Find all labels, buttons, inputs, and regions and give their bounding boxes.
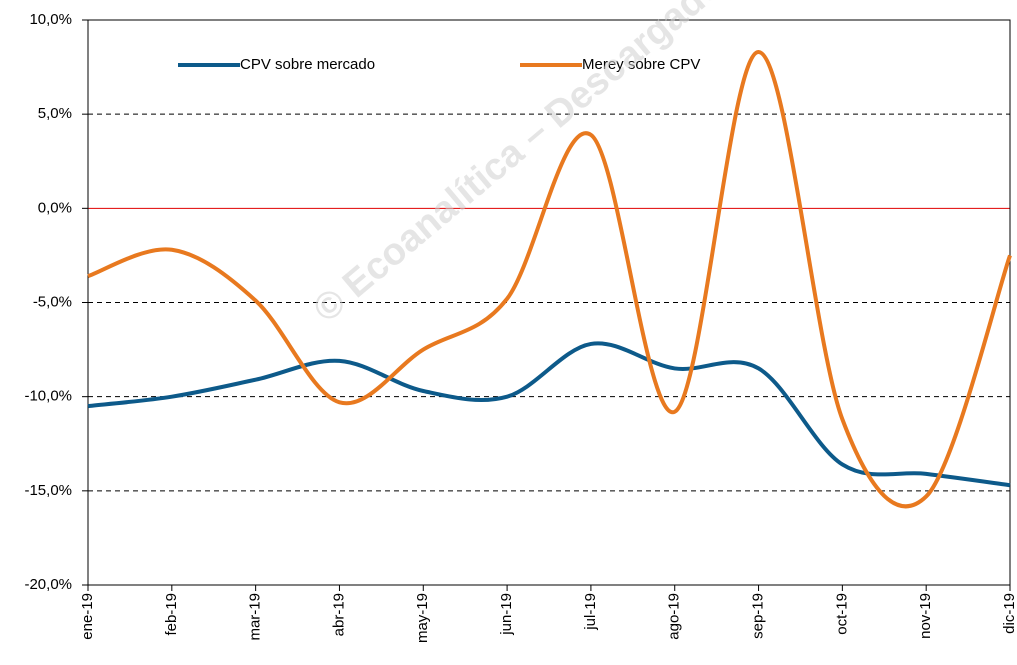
x-tick-label: mar-19 — [247, 593, 264, 641]
x-tick-label: sep-19 — [750, 593, 767, 639]
x-tick-label: may-19 — [414, 593, 431, 643]
y-tick-label: 5,0% — [38, 105, 72, 122]
series-line — [87, 341, 1011, 488]
x-tick-label: dic-19 — [1001, 593, 1017, 634]
x-tick-label: jul-19 — [582, 593, 599, 631]
x-tick-label: ago-19 — [666, 593, 683, 640]
series-line — [87, 50, 1012, 509]
x-tick-label: nov-19 — [917, 593, 934, 639]
y-tick-label: -20,0% — [24, 576, 72, 593]
x-tick-label: feb-19 — [163, 593, 180, 636]
legend-label: CPV sobre mercado — [240, 56, 375, 73]
y-tick-label: -10,0% — [24, 388, 72, 405]
legend-label: Merey sobre CPV — [582, 56, 700, 73]
x-tick-label: ene-19 — [79, 593, 96, 640]
y-tick-label: 10,0% — [29, 11, 72, 28]
y-tick-label: 0,0% — [38, 199, 72, 216]
y-tick-label: -5,0% — [33, 293, 72, 310]
x-tick-label: oct-19 — [833, 593, 850, 635]
x-tick-label: jun-19 — [498, 593, 515, 636]
x-tick-label: abr-19 — [330, 593, 347, 636]
y-tick-label: -15,0% — [24, 482, 72, 499]
plot-border — [87, 19, 1011, 586]
